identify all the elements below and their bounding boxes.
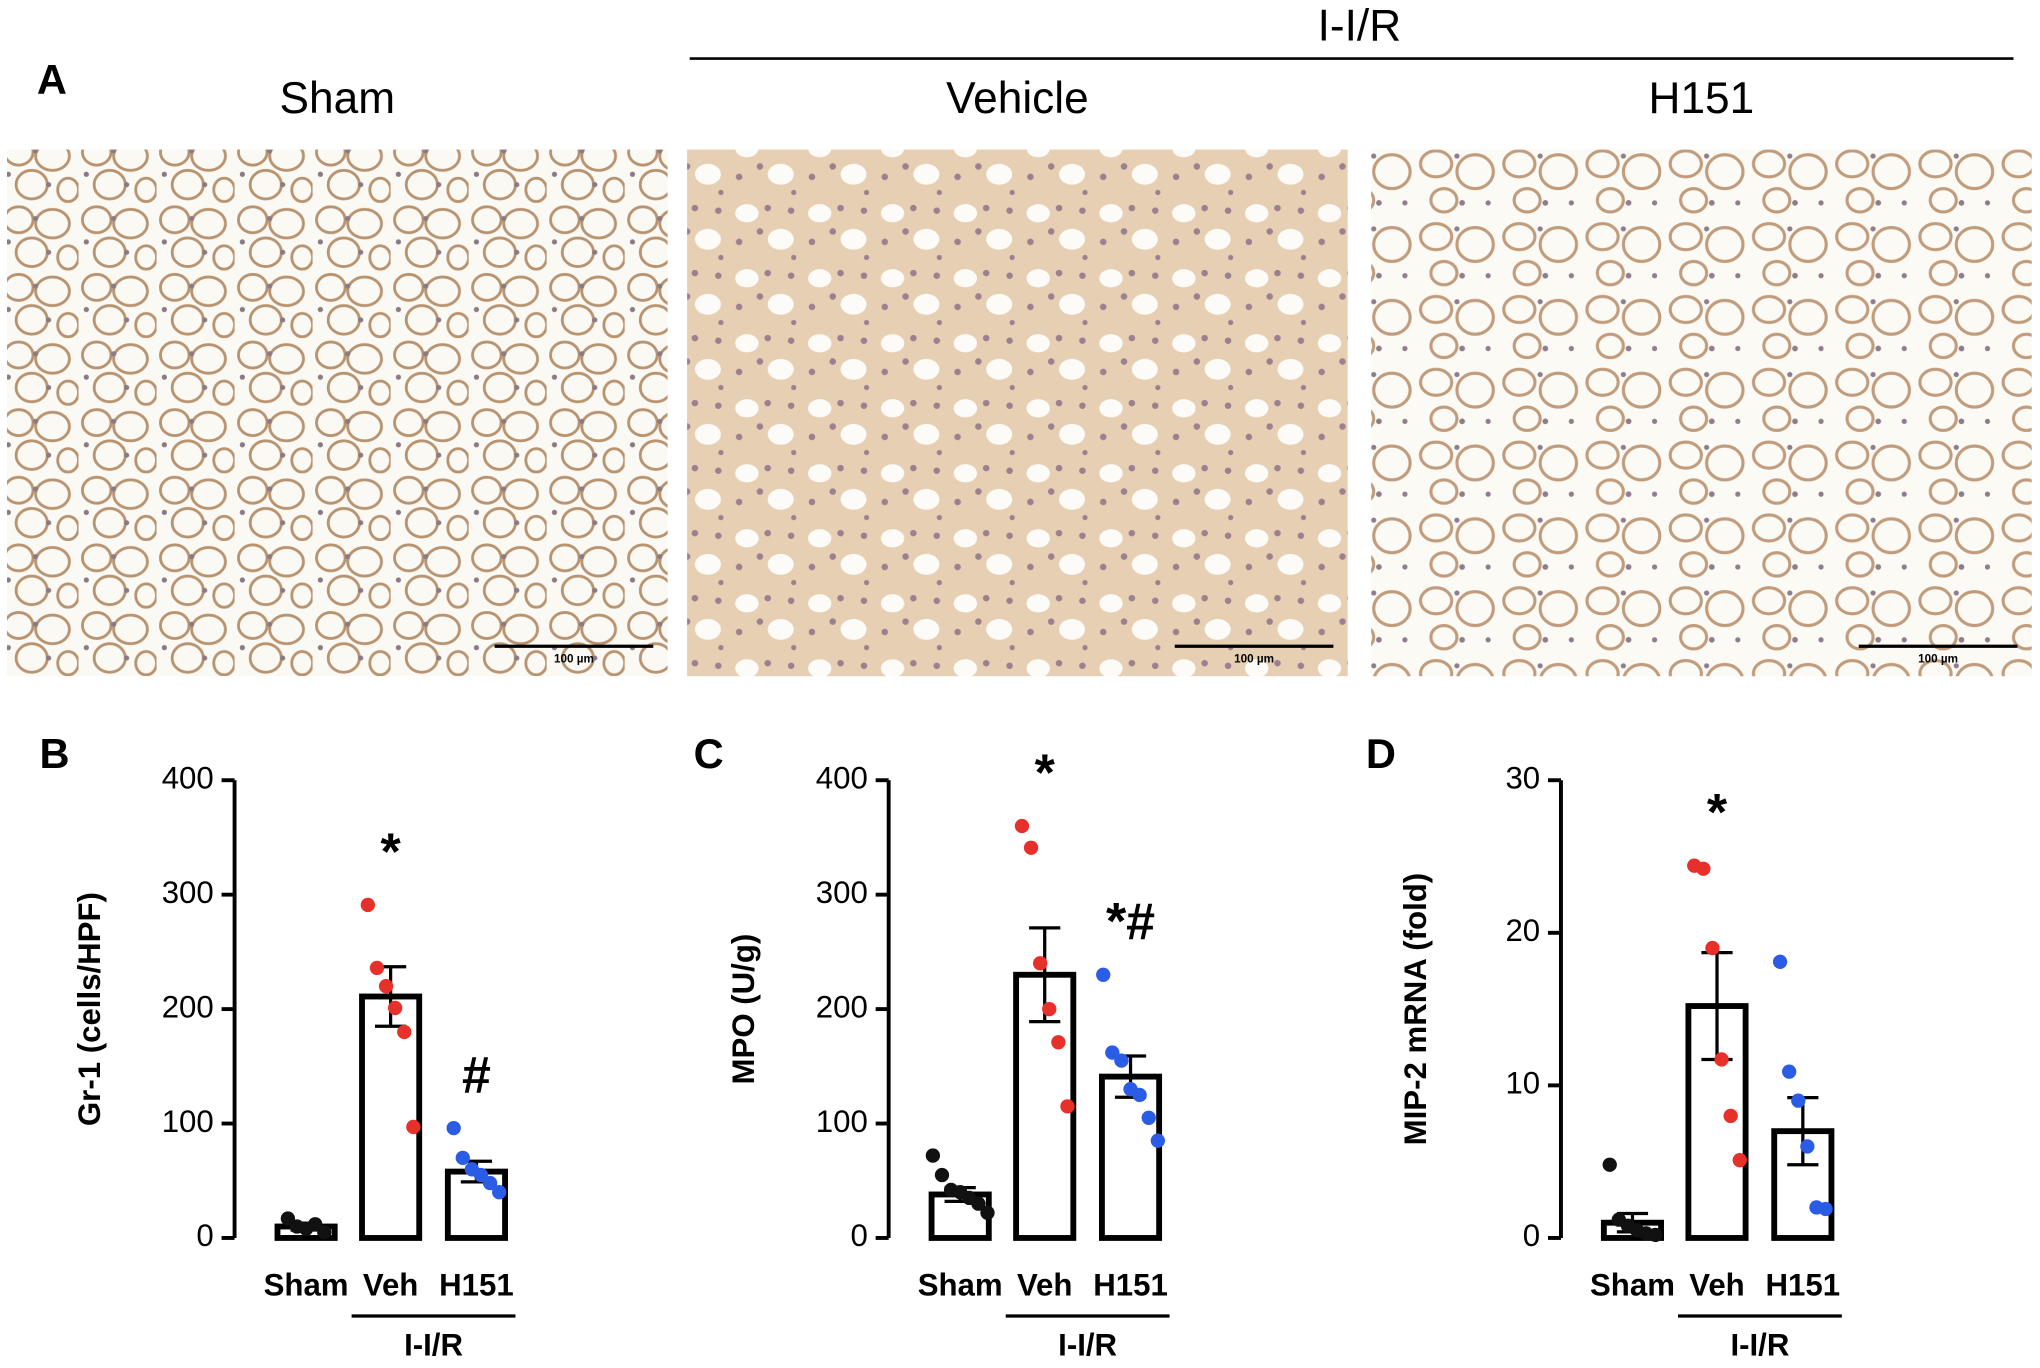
scale-bar-label: 100 µm: [1918, 652, 1958, 665]
panel-label: B: [40, 730, 70, 777]
data-point: [971, 1196, 986, 1211]
data-point: [1818, 1201, 1833, 1217]
data-point: [1705, 940, 1720, 956]
data-point: [397, 1024, 412, 1040]
y-axis-label: MIP-2 mRNA (fold): [1398, 873, 1433, 1146]
data-point: [1096, 967, 1111, 982]
y-tick-label: 300: [816, 875, 868, 910]
significance-mark: *: [1707, 784, 1728, 842]
group-label: I-I/R: [1730, 1327, 1789, 1362]
y-tick-label: 100: [162, 1104, 214, 1139]
x-tick-label: Veh: [363, 1268, 418, 1303]
data-point: [1714, 1052, 1729, 1067]
y-axis-label: Gr-1 (cells/HPF): [72, 892, 107, 1126]
data-point: [482, 1175, 498, 1191]
data-point: [1023, 840, 1039, 855]
group-label: I-I/R: [1058, 1327, 1117, 1362]
y-tick-label: 20: [1505, 913, 1540, 948]
significance-mark: *#: [1106, 893, 1155, 951]
y-tick-label: 200: [816, 989, 868, 1024]
significance-mark: #: [462, 1046, 491, 1104]
y-axis-label: MPO (U/g): [726, 934, 761, 1085]
panel-label: D: [1366, 730, 1396, 777]
y-tick-label: 400: [816, 760, 868, 795]
data-point: [360, 897, 376, 913]
data-point: [1014, 818, 1030, 834]
scale-bar-label: 100 µm: [1234, 652, 1274, 665]
y-tick-label: 10: [1505, 1066, 1540, 1101]
x-tick-label: Sham: [264, 1268, 349, 1303]
data-point: [934, 1167, 950, 1183]
group-label: I-I/R: [404, 1327, 463, 1362]
data-point: [1042, 1001, 1057, 1017]
data-point: [1800, 1139, 1815, 1154]
x-tick-label: Veh: [1017, 1268, 1072, 1303]
data-point: [1791, 1093, 1806, 1108]
x-tick-label: H151: [1093, 1268, 1168, 1303]
x-tick-label: Sham: [918, 1268, 1003, 1303]
data-point: [406, 1119, 421, 1135]
panel-label: C: [694, 730, 724, 777]
image-title: H151: [1649, 74, 1755, 123]
data-point: [369, 960, 385, 976]
panel-label: A: [37, 56, 67, 103]
data-point: [925, 1148, 941, 1163]
y-tick-label: 0: [1523, 1218, 1540, 1253]
image-title: Sham: [280, 74, 395, 123]
bar: [1098, 1073, 1163, 1241]
data-point: [1150, 1133, 1165, 1148]
micrograph: [7, 149, 668, 677]
data-point: [1132, 1087, 1147, 1103]
x-tick-label: Veh: [1689, 1268, 1744, 1303]
x-tick-label: H151: [1766, 1268, 1841, 1303]
significance-mark: *: [380, 823, 401, 881]
y-tick-label: 400: [162, 760, 214, 795]
chart: C MPO (U/g) 0 100 200 300 400 Sham Veh * H151 *# I-I…: [694, 730, 1170, 1362]
data-point: [1602, 1157, 1617, 1172]
y-tick-label: 0: [850, 1218, 867, 1253]
data-point: [1114, 1053, 1129, 1068]
y-tick-label: 100: [816, 1104, 868, 1139]
y-tick-label: 30: [1505, 760, 1540, 795]
y-tick-label: 200: [162, 989, 214, 1024]
micrograph: [687, 149, 1348, 677]
y-tick-label: 0: [196, 1218, 213, 1253]
data-point: [1060, 1099, 1075, 1114]
significance-mark: *: [1035, 744, 1056, 802]
data-point: [317, 1225, 332, 1240]
data-point: [388, 1000, 403, 1016]
image-title: Vehicle: [946, 74, 1089, 123]
data-point: [980, 1205, 995, 1220]
data-point: [378, 979, 394, 994]
data-point: [1033, 956, 1048, 971]
bar: [359, 993, 423, 1241]
data-point: [455, 1150, 470, 1166]
data-point: [1051, 1035, 1066, 1050]
chart: B Gr-1 (cells/HPF) 0 100 200 300 400 Sham Veh * H1…: [40, 730, 516, 1362]
data-point: [1648, 1227, 1663, 1243]
data-point: [1696, 861, 1711, 876]
data-point: [492, 1185, 507, 1200]
data-point: [446, 1120, 461, 1136]
data-point: [1772, 954, 1788, 969]
micrographs: Sham 100 µm Vehicle 100 µm H151 100 µm: [7, 74, 2032, 677]
data-point: [1782, 1064, 1797, 1079]
group-label: I-I/R: [1318, 1, 1402, 50]
x-tick-label: H151: [439, 1268, 514, 1303]
chart: D MIP-2 mRNA (fold) 0 10 20 30 Sham Veh * H151 I-I…: [1366, 730, 1842, 1362]
scale-bar-label: 100 µm: [554, 652, 594, 665]
y-tick-label: 300: [162, 875, 214, 910]
data-point: [1732, 1152, 1747, 1168]
data-point: [1141, 1110, 1156, 1125]
micrograph: [1371, 149, 2032, 677]
x-tick-label: Sham: [1590, 1268, 1675, 1303]
data-point: [1723, 1108, 1738, 1124]
